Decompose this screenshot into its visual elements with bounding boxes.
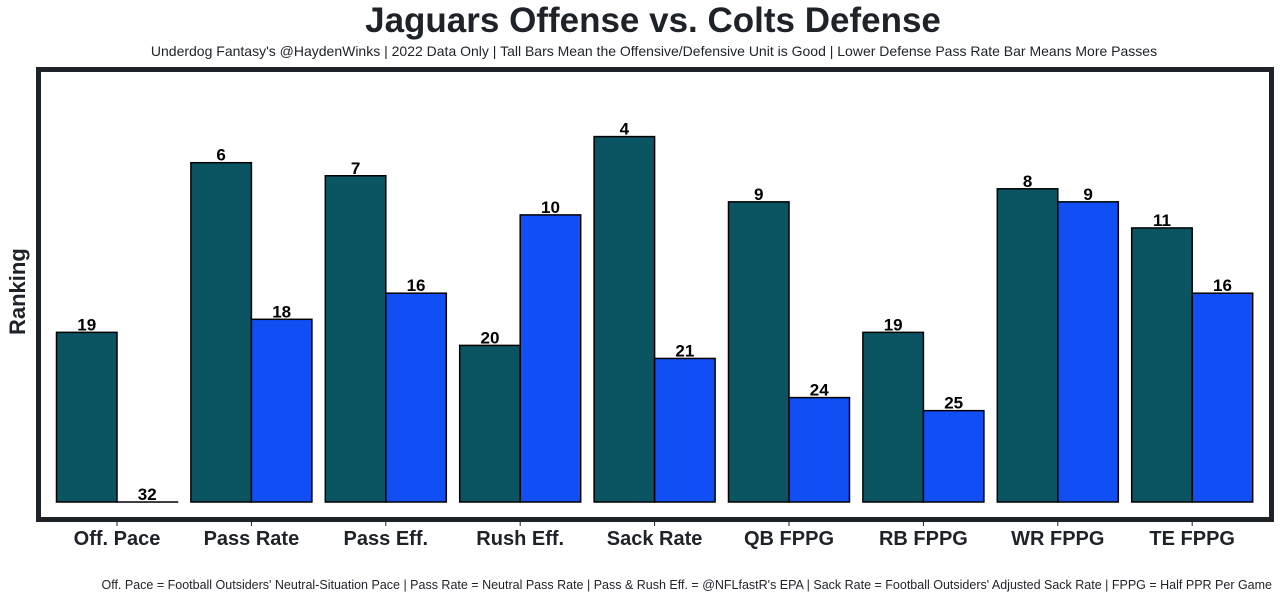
offense-bar-sack-rate (593, 135, 656, 503)
x-ticks-layer: Off. Pace Pass Rate Pass Eff. Rush Eff. Sack… (74, 522, 1235, 550)
x-tick-label: Sack Rate (607, 528, 703, 550)
defense-bar-qb-fppg (788, 396, 851, 503)
chart-title: Jaguars Offense vs. Colts Defense (365, 1, 941, 40)
defense-bar-pass-eff (385, 292, 448, 503)
chart-subtitle: Underdog Fantasy's @HaydenWinks | 2022 D… (150, 43, 1158, 59)
defense-bar-te-fppg (1191, 292, 1254, 503)
x-tick-label: RB FPPG (879, 528, 968, 550)
plot-frame (36, 67, 1274, 522)
chart-footnote: Off. Pace = Football Outsiders' Neutral-… (101, 578, 1272, 592)
offense-bar-rush-eff (458, 344, 521, 503)
value-label: 32 (138, 485, 157, 504)
x-tick-label: Pass Rate (204, 528, 300, 550)
x-tick-label: Rush Eff. (476, 528, 564, 550)
value-label: 4 (620, 120, 630, 139)
offense-bar-te-fppg (1130, 227, 1193, 503)
value-label: 16 (1213, 276, 1232, 295)
defense-bar-rb-fppg (922, 409, 985, 503)
value-label: 8 (1023, 172, 1032, 191)
value-label: 7 (351, 159, 360, 178)
value-labels-layer: 19 32 6 18 7 16 20 10 4 21 9 24 19 25 8 9 11 16 (77, 120, 1232, 504)
x-tick-label: WR FPPG (1011, 528, 1104, 550)
x-tick-label: Pass Eff. (344, 528, 428, 550)
defense-bar-rush-eff (519, 214, 582, 503)
value-label: 9 (1083, 185, 1092, 204)
offense-bar-off-pace (55, 331, 118, 503)
value-label: 16 (407, 276, 426, 295)
x-tick-label: TE FPPG (1149, 528, 1235, 550)
offense-bar-qb-fppg (727, 201, 790, 503)
x-tick-label: Off. Pace (74, 528, 161, 550)
value-label: 9 (754, 185, 763, 204)
value-label: 21 (675, 341, 694, 360)
defense-bar-sack-rate (653, 357, 716, 503)
value-label: 25 (944, 394, 963, 413)
defense-bar-pass-rate (250, 318, 313, 503)
offense-bar-pass-eff (324, 175, 387, 503)
x-tick-label: QB FPPG (744, 528, 834, 550)
defense-bar-wr-fppg (1057, 201, 1120, 503)
bars-layer (55, 135, 1254, 503)
value-label: 6 (216, 146, 225, 165)
offense-bar-pass-rate (190, 161, 253, 503)
value-label: 18 (272, 302, 291, 321)
value-label: 10 (541, 198, 560, 217)
offense-bar-rb-fppg (862, 331, 925, 503)
value-label: 11 (1153, 211, 1171, 230)
value-label: 24 (810, 381, 829, 400)
offense-bar-wr-fppg (996, 188, 1059, 503)
value-label: 19 (77, 315, 96, 334)
value-label: 19 (884, 315, 903, 334)
value-label: 20 (480, 328, 499, 347)
